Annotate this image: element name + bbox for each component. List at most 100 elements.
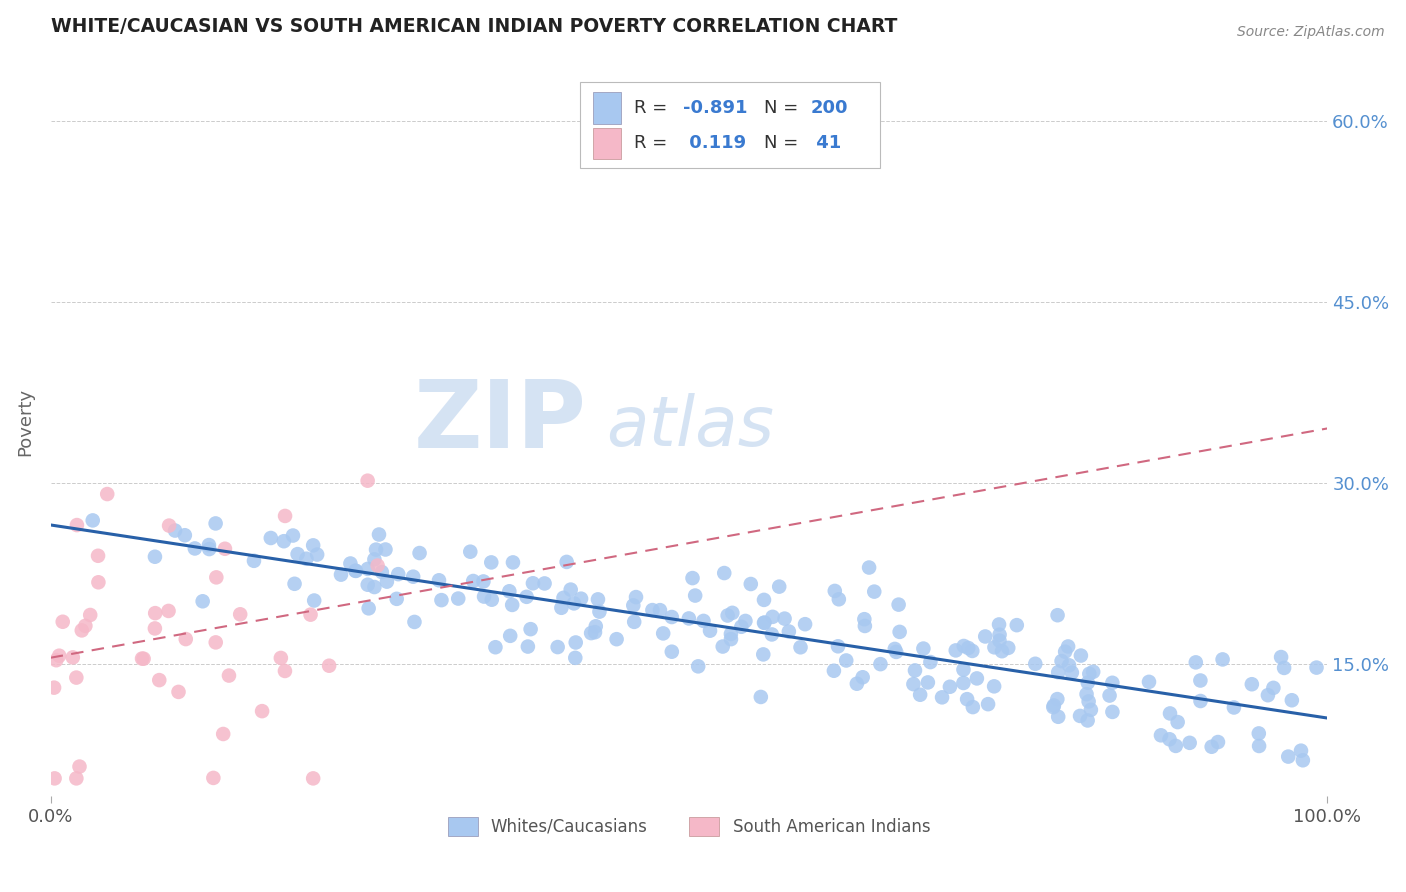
Point xyxy=(824,583,846,598)
Point xyxy=(858,560,880,574)
Point xyxy=(1159,706,1181,721)
Point xyxy=(205,570,228,584)
Point xyxy=(621,599,644,613)
Point xyxy=(204,516,226,531)
Point xyxy=(569,591,592,606)
Point xyxy=(845,677,868,691)
Point xyxy=(198,542,221,557)
Point xyxy=(956,692,979,706)
Point xyxy=(472,574,495,589)
Point xyxy=(1270,650,1292,665)
Point xyxy=(682,571,704,585)
Point xyxy=(375,574,398,589)
Point xyxy=(962,644,984,658)
Point xyxy=(143,622,166,636)
Point xyxy=(1289,744,1312,758)
Point xyxy=(143,606,166,620)
Point xyxy=(1077,675,1099,690)
Point xyxy=(661,610,683,624)
Point xyxy=(357,578,380,592)
Point xyxy=(1047,710,1070,724)
Point xyxy=(387,567,409,582)
Point xyxy=(1159,732,1181,747)
Point xyxy=(45,653,67,667)
Point xyxy=(904,664,927,678)
Point xyxy=(1212,652,1234,666)
Point xyxy=(1272,661,1295,675)
Point xyxy=(62,650,84,665)
Point xyxy=(1046,608,1069,623)
Point xyxy=(430,593,453,607)
Point xyxy=(516,640,538,654)
Point xyxy=(752,648,775,662)
Point xyxy=(364,542,387,557)
Point xyxy=(1137,674,1160,689)
Point xyxy=(717,608,740,623)
Point xyxy=(749,690,772,704)
Point xyxy=(1076,687,1098,701)
Point xyxy=(299,607,322,622)
Point xyxy=(931,690,953,705)
Point xyxy=(87,549,110,563)
Point xyxy=(273,534,295,549)
Point xyxy=(778,624,800,639)
Point xyxy=(560,582,582,597)
Point xyxy=(367,558,389,573)
Point xyxy=(339,557,361,571)
Point xyxy=(939,680,962,694)
Point xyxy=(502,556,524,570)
Point xyxy=(1281,693,1303,707)
Point xyxy=(761,627,783,641)
Point xyxy=(683,589,706,603)
Point xyxy=(270,651,292,665)
Text: atlas: atlas xyxy=(606,392,775,459)
Point xyxy=(1249,739,1271,753)
Point xyxy=(1043,698,1066,713)
Point xyxy=(908,688,931,702)
Point xyxy=(519,622,541,636)
Point xyxy=(243,554,266,568)
Point xyxy=(356,474,378,488)
FancyBboxPatch shape xyxy=(593,128,621,159)
Point xyxy=(472,590,495,604)
Point xyxy=(1069,709,1091,723)
Point xyxy=(1292,753,1315,767)
Point xyxy=(586,592,609,607)
Point xyxy=(988,628,1011,642)
Point xyxy=(427,574,450,588)
Point xyxy=(734,614,756,628)
Point xyxy=(131,651,153,665)
Point xyxy=(730,620,752,634)
Point xyxy=(988,617,1011,632)
Point xyxy=(754,615,776,630)
Point xyxy=(983,640,1005,655)
Point xyxy=(1189,694,1212,708)
Point xyxy=(1305,660,1327,674)
Point xyxy=(553,591,575,605)
Point xyxy=(1164,739,1187,753)
Text: -0.891: -0.891 xyxy=(682,99,747,117)
Point xyxy=(302,593,325,607)
Point xyxy=(920,655,942,669)
Point xyxy=(163,524,186,538)
Text: 41: 41 xyxy=(810,135,842,153)
Point xyxy=(1101,705,1123,719)
Point xyxy=(917,675,939,690)
Point xyxy=(143,549,166,564)
Point xyxy=(711,640,734,654)
Point xyxy=(1184,656,1206,670)
Point xyxy=(585,619,607,633)
Point xyxy=(752,593,775,607)
Point xyxy=(1240,677,1263,691)
Point xyxy=(853,619,876,633)
Point xyxy=(991,644,1014,658)
Point xyxy=(952,676,974,690)
Point xyxy=(588,605,610,619)
Point xyxy=(1083,665,1105,679)
Point xyxy=(458,544,481,558)
Point xyxy=(344,564,367,578)
Point xyxy=(762,610,785,624)
Point xyxy=(648,603,671,617)
Point xyxy=(579,626,602,640)
Point xyxy=(952,639,974,653)
